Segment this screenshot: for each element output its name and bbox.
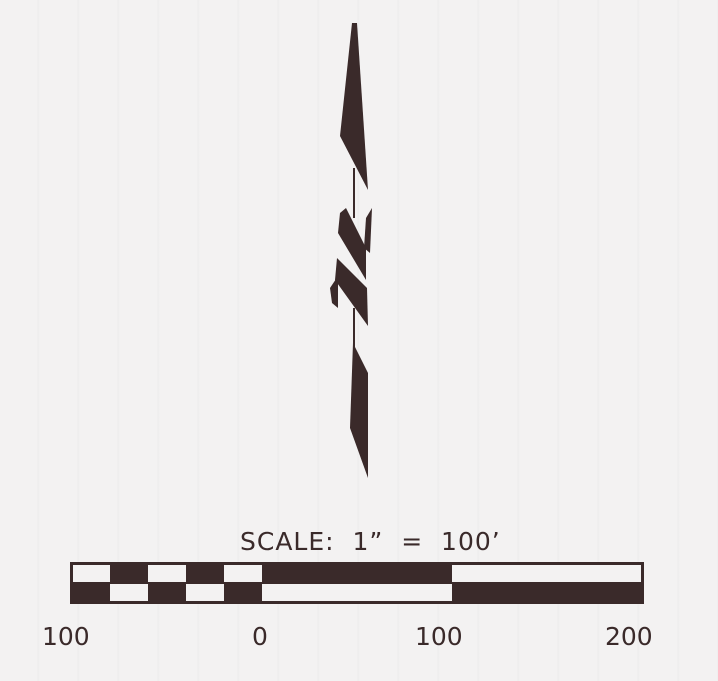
scale-label-0: 0 (252, 622, 268, 651)
scale-label-left-100: 100 (42, 622, 90, 651)
north-arrow-icon (330, 23, 372, 478)
scale-title: SCALE: 1” = 100’ (240, 527, 501, 556)
scale-label-100: 100 (415, 622, 463, 651)
graphic-scale-bar (70, 562, 644, 604)
scale-label-200: 200 (605, 622, 653, 651)
